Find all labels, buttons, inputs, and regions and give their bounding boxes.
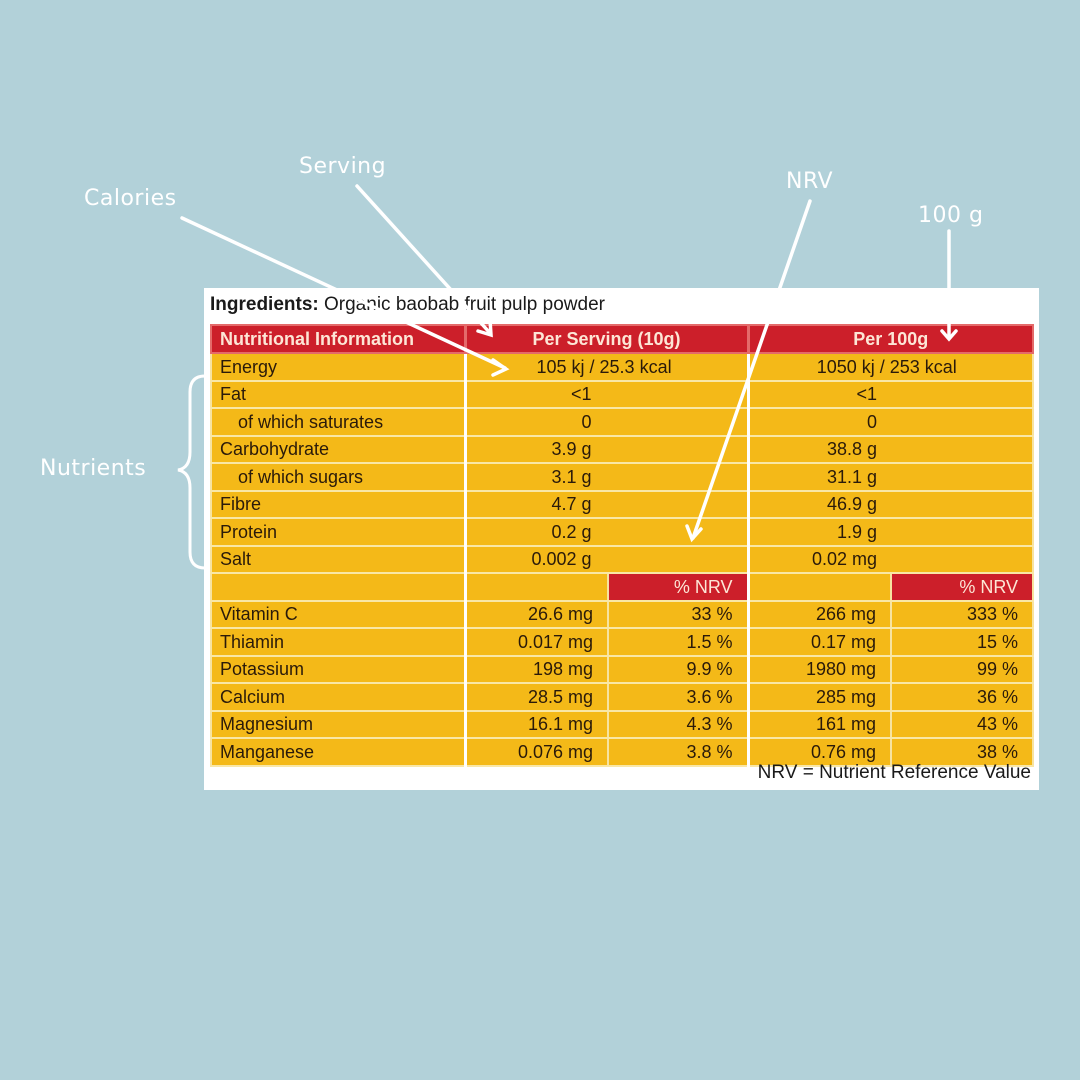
table-row: Calcium 28.5 mg 3.6 % 285 mg 36 %	[210, 682, 1034, 712]
per-100g-value: 161 mg	[747, 709, 892, 739]
per-serving-value: 0.017 mg	[464, 627, 609, 657]
per-serving-nrv: 33 %	[607, 599, 750, 629]
ingredients-line: Ingredients: Organic baobab fruit pulp p…	[210, 294, 605, 316]
nutrient-name: of which sugars	[210, 462, 467, 492]
table-row: Protein 0.2 g 1.9 g	[210, 517, 1034, 547]
nrv-footnote: NRV = Nutrient Reference Value	[757, 762, 1031, 783]
per-100g-nrv: 333 %	[890, 599, 1034, 629]
per-100g-nrv: 38 %	[890, 737, 1034, 767]
per-serving-value: 4.7 g	[464, 489, 750, 519]
per-serving-nrv: 4.3 %	[607, 709, 750, 739]
per-serving-value: <1	[464, 379, 750, 409]
table-row: Thiamin 0.017 mg 1.5 % 0.17 mg 15 %	[210, 627, 1034, 657]
per-100g-value: 0.02 mg	[747, 544, 1034, 574]
per-100g-value: 38.8 g	[747, 434, 1034, 464]
per-100g-value: 1980 mg	[747, 654, 892, 684]
annotation-calories: Calories	[84, 186, 177, 211]
nutrient-name: Salt	[210, 544, 467, 574]
table-row: Carbohydrate 3.9 g 38.8 g	[210, 434, 1034, 464]
per-serving-value: 0.2 g	[464, 517, 750, 547]
nutrition-table: Nutritional Information Per Serving (10g…	[210, 324, 1034, 767]
per-100g-value: 1050 kj / 253 kcal	[747, 352, 1034, 382]
per-serving-value: 0.076 mg	[464, 737, 609, 767]
nutrient-name: Energy	[210, 352, 467, 382]
table-row: Energy 105 kj / 25.3 kcal 1050 kj / 253 kc…	[210, 352, 1034, 382]
ingredients-value: Organic baobab fruit pulp powder	[318, 294, 605, 315]
macro-rows: Energy 105 kj / 25.3 kcal 1050 kj / 253 kc…	[210, 352, 1034, 574]
header-nrv-100g: % NRV	[890, 572, 1034, 602]
per-serving-nrv: 3.8 %	[607, 737, 750, 767]
header-nutritional-information: Nutritional Information	[210, 324, 467, 354]
per-serving-value: 26.6 mg	[464, 599, 609, 629]
nutrient-name: Carbohydrate	[210, 434, 467, 464]
per-100g-value: 1.9 g	[747, 517, 1034, 547]
table-row: Manganese 0.076 mg 3.8 % 0.76 mg 38 %	[210, 737, 1034, 767]
per-100g-nrv: 15 %	[890, 627, 1034, 657]
nutrient-name: Vitamin C	[210, 599, 467, 629]
table-row: Vitamin C 26.6 mg 33 % 266 mg 333 %	[210, 599, 1034, 629]
blank-cell	[210, 572, 467, 602]
per-serving-value: 28.5 mg	[464, 682, 609, 712]
nutrient-name: Protein	[210, 517, 467, 547]
micro-rows: Vitamin C 26.6 mg 33 % 266 mg 333 % Thiamin 0.…	[210, 599, 1034, 767]
nrv-header-row: % NRV % NRV	[210, 572, 1034, 602]
blank-cell	[747, 572, 892, 602]
nutrient-name: Manganese	[210, 737, 467, 767]
nutrient-name: Fibre	[210, 489, 467, 519]
table-row: of which saturates 0 0	[210, 407, 1034, 437]
annotation-nrv: NRV	[786, 169, 834, 194]
nutrient-name: of which saturates	[210, 407, 467, 437]
per-serving-value: 0.002 g	[464, 544, 750, 574]
ingredients-label: Ingredients:	[210, 294, 319, 315]
per-100g-nrv: 36 %	[890, 682, 1034, 712]
curly-brace-icon	[177, 374, 207, 570]
per-serving-value: 105 kj / 25.3 kcal	[464, 352, 750, 382]
per-serving-nrv: 9.9 %	[607, 654, 750, 684]
per-100g-nrv: 43 %	[890, 709, 1034, 739]
header-per-serving: Per Serving (10g)	[464, 324, 750, 354]
per-serving-value: 16.1 mg	[464, 709, 609, 739]
per-100g-value: 0.76 mg	[747, 737, 892, 767]
blank-cell	[464, 572, 609, 602]
table-row: of which sugars 3.1 g 31.1 g	[210, 462, 1034, 492]
annotation-serving: Serving	[299, 154, 387, 179]
header-nrv-serving: % NRV	[607, 572, 750, 602]
annotation-100g: 100 g	[918, 203, 984, 228]
table-row: Potassium 198 mg 9.9 % 1980 mg 99 %	[210, 654, 1034, 684]
nutrient-name: Thiamin	[210, 627, 467, 657]
per-100g-value: 285 mg	[747, 682, 892, 712]
nutrient-name: Fat	[210, 379, 467, 409]
per-serving-value: 198 mg	[464, 654, 609, 684]
nutrient-name: Magnesium	[210, 709, 467, 739]
header-per-100g: Per 100g	[747, 324, 1034, 354]
annotation-nutrients: Nutrients	[40, 456, 147, 481]
table-row: Magnesium 16.1 mg 4.3 % 161 mg 43 %	[210, 709, 1034, 739]
per-serving-value: 0	[464, 407, 750, 437]
per-100g-value: 0.17 mg	[747, 627, 892, 657]
table-header-row: Nutritional Information Per Serving (10g…	[210, 324, 1034, 354]
table-row: Fibre 4.7 g 46.9 g	[210, 489, 1034, 519]
per-serving-value: 3.9 g	[464, 434, 750, 464]
table-row: Fat <1 <1	[210, 379, 1034, 409]
per-100g-nrv: 99 %	[890, 654, 1034, 684]
nutrient-name: Potassium	[210, 654, 467, 684]
nutrient-name: Calcium	[210, 682, 467, 712]
per-100g-value: <1	[747, 379, 1034, 409]
per-serving-value: 3.1 g	[464, 462, 750, 492]
per-serving-nrv: 1.5 %	[607, 627, 750, 657]
per-serving-nrv: 3.6 %	[607, 682, 750, 712]
per-100g-value: 0	[747, 407, 1034, 437]
table-row: Salt 0.002 g 0.02 mg	[210, 544, 1034, 574]
per-100g-value: 46.9 g	[747, 489, 1034, 519]
per-100g-value: 266 mg	[747, 599, 892, 629]
per-100g-value: 31.1 g	[747, 462, 1034, 492]
nutrition-label-card: Ingredients: Organic baobab fruit pulp p…	[204, 288, 1039, 790]
